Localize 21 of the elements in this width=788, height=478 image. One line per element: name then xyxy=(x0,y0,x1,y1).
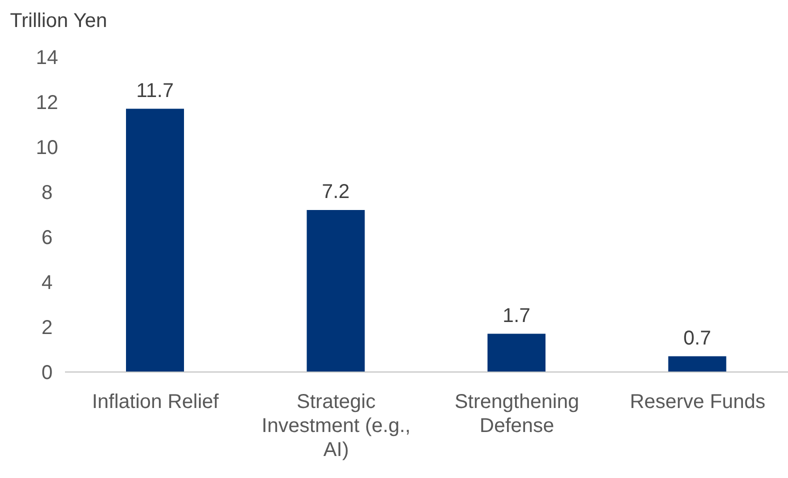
data-label: 0.7 xyxy=(683,327,712,350)
bar xyxy=(306,210,365,372)
x-tick-label: Inflation Relief xyxy=(92,391,220,413)
bar xyxy=(668,356,726,372)
data-label: 11.7 xyxy=(136,80,174,102)
y-tick-label: 2 xyxy=(41,317,53,340)
y-tick-label: 12 xyxy=(36,92,58,114)
x-tick-label: Strengthening Defense xyxy=(454,391,580,437)
x-tick-label: Reserve Funds xyxy=(630,391,766,413)
data-label: 7.2 xyxy=(322,181,350,203)
bar xyxy=(126,108,184,372)
data-label: 1.7 xyxy=(502,304,530,327)
y-tick-label: 10 xyxy=(36,137,58,160)
y-tick-label: 0 xyxy=(41,362,53,384)
y-tick-label: 6 xyxy=(41,227,53,250)
y-tick-label: 4 xyxy=(41,272,53,294)
bar xyxy=(488,334,546,372)
y-axis-title: Trillion Yen xyxy=(10,10,108,33)
y-tick-label: 14 xyxy=(36,47,58,70)
y-tick-label: 8 xyxy=(41,182,53,204)
x-tick-label: Strategic Investment (e.g., AI) xyxy=(262,391,411,461)
